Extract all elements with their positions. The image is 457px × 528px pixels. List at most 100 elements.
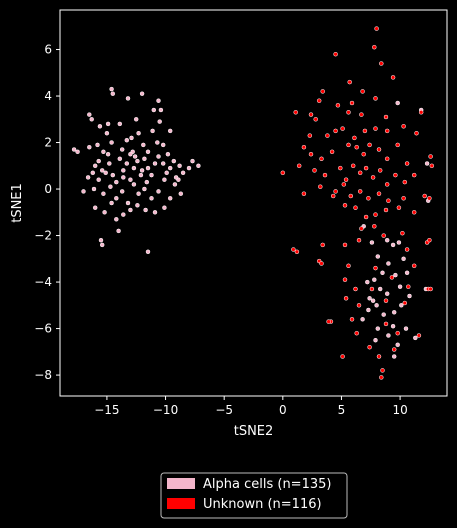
point-alpha-cells xyxy=(156,98,161,103)
y-tick-label: −4 xyxy=(34,275,52,289)
point-alpha-cells xyxy=(157,119,162,124)
point-unknown xyxy=(330,193,336,199)
point-alpha-cells xyxy=(142,186,147,192)
point-alpha-cells xyxy=(117,156,123,162)
point-unknown xyxy=(379,61,384,66)
point-alpha-cells xyxy=(87,144,92,150)
point-alpha-cells xyxy=(121,168,126,173)
point-alpha-cells xyxy=(384,237,390,243)
point-unknown xyxy=(356,237,362,243)
point-unknown xyxy=(383,321,389,327)
point-alpha-cells xyxy=(101,149,106,155)
point-alpha-cells xyxy=(365,279,370,285)
y-tick-label: 0 xyxy=(44,182,52,196)
point-unknown xyxy=(320,242,325,248)
point-alpha-cells xyxy=(164,170,169,176)
point-alpha-cells xyxy=(171,158,177,164)
point-unknown xyxy=(320,89,325,94)
point-alpha-cells xyxy=(172,182,178,187)
point-alpha-cells xyxy=(152,210,158,215)
point-alpha-cells xyxy=(105,121,111,127)
point-unknown xyxy=(390,75,396,80)
point-unknown xyxy=(389,275,395,280)
point-unknown xyxy=(393,172,398,178)
point-alpha-cells xyxy=(131,182,137,187)
point-alpha-cells xyxy=(167,128,173,134)
point-unknown xyxy=(325,133,330,138)
point-alpha-cells xyxy=(156,154,161,159)
point-unknown xyxy=(343,296,349,301)
point-alpha-cells xyxy=(135,158,140,164)
point-unknown xyxy=(428,286,433,292)
point-unknown xyxy=(391,347,397,352)
point-unknown xyxy=(301,144,307,150)
point-unknown xyxy=(384,156,390,162)
point-alpha-cells xyxy=(397,284,403,289)
point-unknown xyxy=(342,277,348,282)
point-unknown xyxy=(418,110,424,115)
point-alpha-cells xyxy=(155,140,160,145)
point-alpha-cells xyxy=(149,196,154,201)
legend-swatch-alpha-cells xyxy=(167,478,195,489)
point-alpha-cells xyxy=(71,147,77,152)
point-alpha-cells xyxy=(373,337,378,343)
point-unknown xyxy=(338,165,343,171)
y-tick-label: −2 xyxy=(34,229,52,243)
point-unknown xyxy=(333,51,338,57)
point-alpha-cells xyxy=(114,196,119,201)
point-unknown xyxy=(376,191,382,196)
point-alpha-cells xyxy=(360,317,365,322)
point-alpha-cells xyxy=(375,254,381,259)
point-unknown xyxy=(370,175,376,180)
point-unknown xyxy=(340,126,345,131)
point-alpha-cells xyxy=(149,172,154,178)
point-unknown xyxy=(400,230,405,236)
legend-label-unknown: Unknown (n=116) xyxy=(203,497,322,512)
point-unknown xyxy=(363,165,369,171)
point-alpha-cells xyxy=(101,191,106,196)
point-unknown xyxy=(411,210,417,215)
point-alpha-cells xyxy=(109,200,114,206)
point-unknown xyxy=(346,110,351,115)
x-tick-label: 0 xyxy=(279,403,287,417)
point-alpha-cells xyxy=(121,212,126,217)
point-unknown xyxy=(367,344,372,350)
point-alpha-cells xyxy=(424,161,430,166)
point-unknown xyxy=(319,261,324,266)
y-tick-label: −8 xyxy=(34,368,52,382)
point-unknown xyxy=(301,191,307,196)
point-unknown xyxy=(329,149,335,155)
y-axis-label: tSNE1 xyxy=(10,183,25,223)
point-alpha-cells xyxy=(391,354,397,359)
point-alpha-cells xyxy=(128,151,133,157)
point-alpha-cells xyxy=(89,117,94,122)
x-tick-label: −15 xyxy=(94,403,119,417)
point-unknown xyxy=(291,247,296,252)
point-unknown xyxy=(348,193,354,199)
point-alpha-cells xyxy=(81,189,86,194)
point-unknown xyxy=(384,128,390,134)
point-unknown xyxy=(326,319,331,324)
point-unknown xyxy=(312,168,317,173)
point-alpha-cells xyxy=(367,296,372,301)
point-alpha-cells xyxy=(121,175,126,180)
legend-box xyxy=(160,472,348,519)
point-unknown xyxy=(369,286,375,292)
point-alpha-cells xyxy=(180,170,186,176)
point-alpha-cells xyxy=(391,310,397,315)
point-unknown xyxy=(346,142,351,148)
point-alpha-cells xyxy=(407,293,412,299)
point-alpha-cells xyxy=(90,170,96,176)
point-unknown xyxy=(377,168,383,173)
point-unknown xyxy=(322,172,328,178)
point-unknown xyxy=(383,207,389,213)
point-alpha-cells xyxy=(151,107,157,113)
point-alpha-cells xyxy=(372,277,377,282)
point-unknown xyxy=(373,265,378,271)
point-unknown xyxy=(381,233,386,238)
point-unknown xyxy=(427,196,432,201)
point-alpha-cells xyxy=(396,240,402,245)
legend: Alpha cells (n=135) Unknown (n=116) xyxy=(160,472,348,519)
point-alpha-cells xyxy=(404,270,410,276)
